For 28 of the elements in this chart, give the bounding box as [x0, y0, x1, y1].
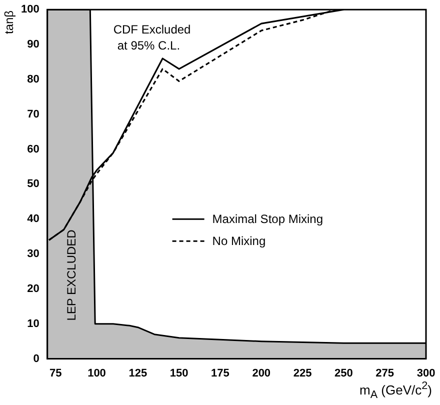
y-tick-label: 90 [27, 38, 40, 51]
x-tick-label: 200 [252, 367, 271, 380]
x-tick-label: 100 [88, 367, 106, 380]
y-tick-label: 70 [27, 108, 40, 120]
x-tick-label: 175 [211, 367, 230, 380]
annotation: LEP EXCLUDED [64, 229, 78, 321]
y-tick-label: 20 [27, 282, 40, 295]
annotation: at 95% C.L. [117, 38, 180, 53]
y-tick-label: 0 [33, 352, 40, 365]
y-tick-label: 30 [27, 248, 40, 260]
legend-label: Maximal Stop Mixing [212, 212, 324, 226]
x-tick-label: 250 [334, 367, 353, 380]
x-axis-title: m$_{A}$ (GeV/c$^{2}$) [359, 380, 432, 401]
y-axis-title: tanβ [2, 10, 16, 34]
y-tick-label: 80 [27, 73, 40, 86]
x-tick-label: 225 [293, 367, 312, 380]
y-tick-label: 60 [27, 143, 40, 156]
x-tick-label: 150 [170, 367, 188, 380]
x-tick-label: 300 [416, 367, 436, 380]
annotation: CDF Excluded [113, 22, 191, 37]
y-tick-label: 50 [27, 178, 40, 190]
y-tick-label: 100 [20, 4, 40, 16]
legend-label: No Mixing [212, 234, 266, 248]
y-tick-label: 40 [27, 213, 40, 226]
y-tick-label: 10 [27, 318, 40, 330]
x-tick-label: 75 [49, 367, 62, 380]
x-tick-label: 275 [376, 367, 394, 380]
x-tick-label: 125 [128, 367, 148, 380]
